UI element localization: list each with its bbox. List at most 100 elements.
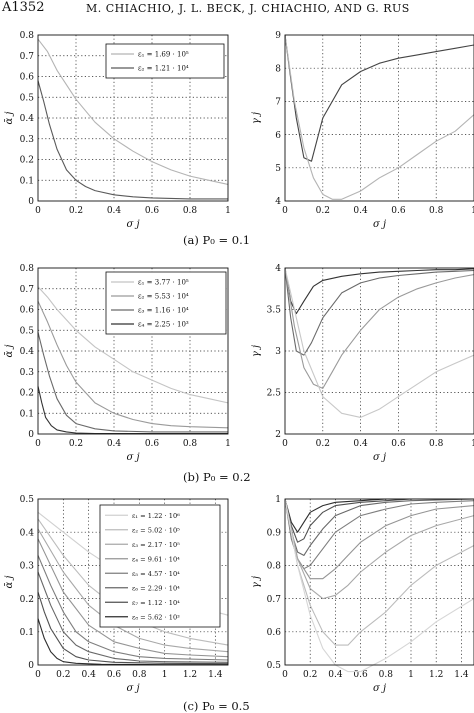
y-tick-label: 0.5 [20,495,35,505]
legend-entry: ε₄ = 9.61 · 10⁴ [132,555,180,563]
x-tick-label: 0.2 [56,670,70,680]
y-tick-label: 0.8 [267,562,282,572]
series-line-3 [284,498,474,556]
series-line-3 [37,528,229,653]
x-tick-label: 1 [408,670,414,680]
series-line-1 [284,498,474,533]
y-tick-label: 3.5 [267,306,282,316]
y-tick-label: 0.4 [20,347,35,357]
running-header-authors: M. CHIACHIO, J. L. BECK, J. CHIACHIO, AN… [86,2,410,15]
x-tick-label: 0.4 [353,439,368,449]
y-tick-label: 0.8 [20,264,35,274]
x-tick-label: 0.4 [353,206,368,216]
x-tick-label: 0 [35,206,41,216]
y-tick-label: 0.6 [20,306,35,316]
y-tick-label: 0.3 [20,135,35,145]
series-line-4 [37,538,229,658]
y-tick-label: 0.7 [20,52,35,62]
x-tick-label: 1 [162,670,168,680]
legend-box [105,43,225,79]
x-tick-label: 0 [282,206,288,216]
x-tick-label: 0.2 [69,439,83,449]
plot-frame [284,34,474,202]
x-tick-label: 0.2 [316,206,330,216]
y-axis-label: ᾱ j [4,575,15,588]
series-line-6 [284,498,474,600]
plot-frame [37,34,229,202]
y-tick-label: 0 [28,661,34,671]
y-axis-label: γ j [251,112,262,124]
x-tick-label: 1.2 [183,670,197,680]
legend-entry: ε₃ = 2.17 · 10⁵ [132,541,180,549]
legend-entry: ε₂ = 1.21 · 10⁴ [138,65,189,73]
x-axis-label: σ j [373,452,386,463]
series-line-2 [284,498,474,543]
x-tick-label: 0.6 [353,670,368,680]
y-axis-label: ᾱ j [4,111,15,124]
page-number: A1352 [2,0,45,15]
y-tick-label: 0.4 [20,528,35,538]
x-tick-label: 0.6 [145,439,160,449]
y-axis-label: γ j [251,345,262,357]
x-tick-label: 0.8 [183,439,198,449]
x-tick-label: 0.4 [107,439,122,449]
x-tick-label: 1 [225,206,231,216]
legend-entry: ε₁ = 1.22 · 10⁶ [132,512,180,520]
x-tick-label: 1.2 [429,670,443,680]
series-line-1 [37,38,229,185]
y-tick-label: 0.3 [20,368,35,378]
x-tick-label: 0.2 [316,439,330,449]
x-tick-label: 1.4 [454,670,469,680]
x-tick-label: 0.8 [429,439,444,449]
y-tick-label: 1 [275,495,281,505]
chart-3: 0 0.2 0.4 0.6 0.8 1 0 0.1 0.2 0.3 0.4 0.5 0.6 0.7 0.8 σ… [4,264,231,463]
plot-frame [284,498,474,666]
x-tick-label: 0 [35,670,41,680]
y-axis-label: γ j [251,576,262,588]
y-tick-label: 8 [275,64,281,74]
x-tick-label: 0.6 [391,439,406,449]
series-line-4 [284,498,474,570]
plot-frame [284,267,474,435]
legend-entry: ε₂ = 5.02 · 10⁵ [132,526,180,534]
legend-entry: ε₃ = 1.16 · 10⁴ [138,307,189,315]
x-tick-label: 0.8 [132,670,147,680]
x-tick-label: 0 [35,439,41,449]
series-line-5 [284,498,474,580]
series-line-3 [284,267,474,389]
x-axis-label: σ j [126,683,139,694]
caption-b: (b) P₀ = 0.2 [183,470,251,484]
series-line-1 [284,34,474,162]
x-axis-label: σ j [373,683,386,694]
y-tick-label: 0.2 [20,389,34,399]
x-tick-label: 0.4 [82,670,97,680]
x-tick-label: 0.2 [303,670,317,680]
series-line-8 [284,498,474,673]
y-tick-label: 0.3 [20,562,35,572]
x-tick-label: 0.4 [328,670,343,680]
y-tick-label: 0.1 [20,176,34,186]
x-tick-label: 0.8 [183,206,198,216]
y-tick-label: 0 [28,430,34,440]
y-tick-label: 2.5 [267,389,282,399]
y-tick-label: 0.6 [20,73,35,83]
y-tick-label: 4 [275,264,281,274]
series-line-2 [37,80,228,200]
y-tick-label: 9 [275,31,281,41]
y-tick-label: 0.9 [267,528,282,538]
y-tick-label: 0.4 [20,114,35,124]
series-line-2 [284,34,474,200]
x-tick-label: 0 [282,439,288,449]
chart-5: 0 0.2 0.4 0.6 0.8 1 1.2 1.4 0 0.1 0.2 0.3 0.4 0.5 σ j ᾱ… [4,495,229,694]
chart-6: 0 0.2 0.4 0.6 0.8 1 1.2 1.4 0.5 0.6 0.7 0.8 0.9 1 σ j γ… [251,495,474,694]
y-tick-label: 0.7 [267,595,282,605]
y-tick-label: 0.2 [20,156,34,166]
legend-entry: ε₄ = 2.25 · 10³ [138,321,189,329]
plot-frame [37,267,229,435]
x-tick-label: 1.4 [208,670,223,680]
x-tick-label: 0.6 [391,206,406,216]
x-tick-label: 1 [225,439,231,449]
y-tick-label: 0.8 [20,31,35,41]
x-axis-label: σ j [373,219,386,230]
